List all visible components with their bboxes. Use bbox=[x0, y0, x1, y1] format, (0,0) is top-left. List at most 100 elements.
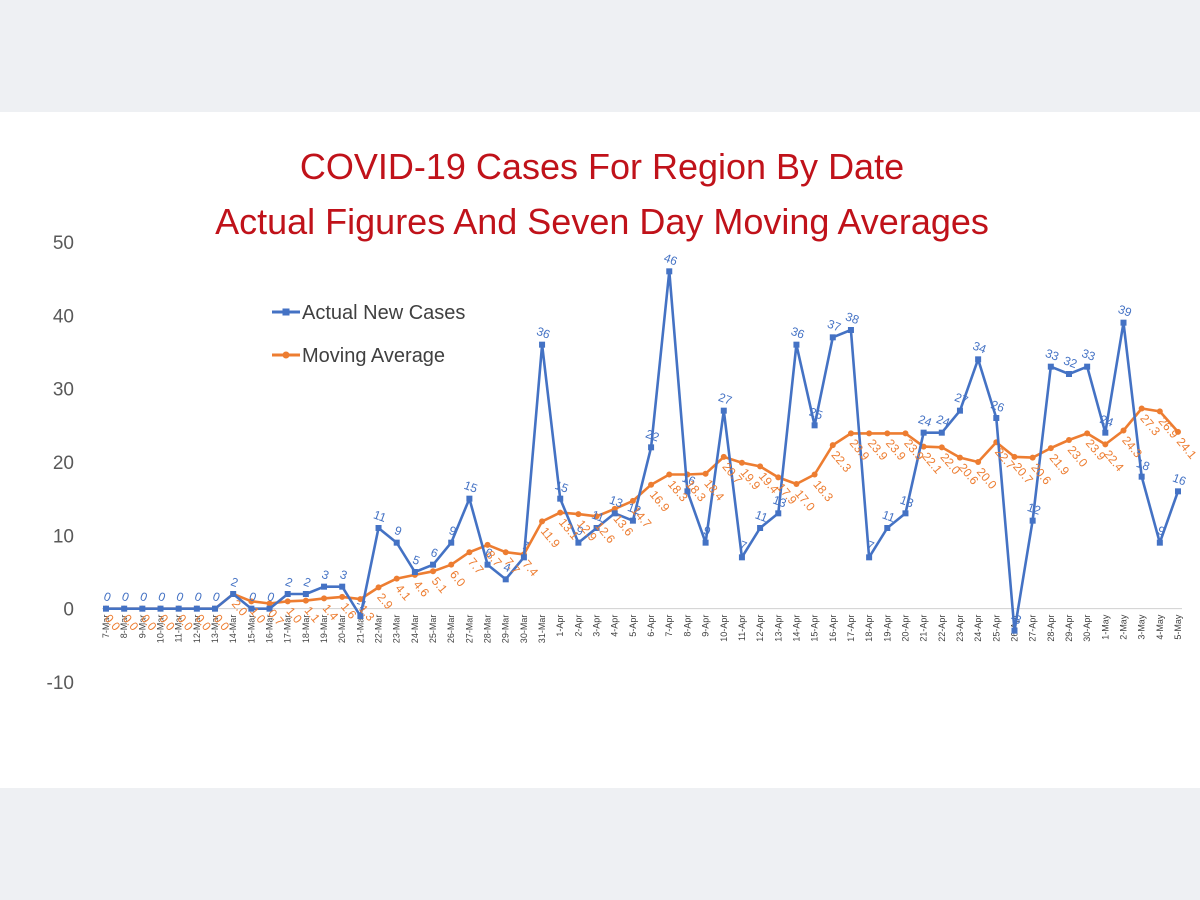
actual-cases-point[interactable] bbox=[702, 539, 709, 546]
actual-cases-point[interactable] bbox=[375, 525, 382, 531]
actual-cases-point[interactable] bbox=[1120, 319, 1127, 326]
actual-cases-point[interactable] bbox=[920, 429, 927, 436]
moving-average-point[interactable] bbox=[1138, 405, 1145, 412]
moving-average-point[interactable] bbox=[847, 430, 854, 437]
moving-average-point[interactable] bbox=[284, 598, 291, 605]
actual-cases-point[interactable] bbox=[357, 613, 364, 619]
moving-average-point[interactable] bbox=[902, 430, 909, 437]
actual-cases-point[interactable] bbox=[212, 605, 219, 612]
actual-cases-point[interactable] bbox=[648, 444, 655, 451]
actual-cases-point[interactable] bbox=[975, 356, 982, 363]
actual-cases-point[interactable] bbox=[884, 525, 891, 531]
moving-average-point[interactable] bbox=[539, 518, 546, 525]
actual-cases-point[interactable] bbox=[1029, 517, 1036, 524]
actual-cases-point[interactable] bbox=[321, 583, 328, 590]
moving-average-point[interactable] bbox=[248, 598, 255, 605]
actual-cases-point[interactable] bbox=[938, 429, 945, 436]
moving-average-point[interactable] bbox=[702, 470, 709, 477]
moving-average-point[interactable] bbox=[448, 561, 455, 568]
moving-average-point[interactable] bbox=[648, 481, 655, 488]
actual-cases-point[interactable] bbox=[502, 576, 509, 583]
actual-cases-point[interactable] bbox=[1011, 627, 1018, 634]
actual-cases-point[interactable] bbox=[575, 539, 582, 546]
actual-cases-point[interactable] bbox=[266, 605, 273, 612]
actual-cases-point[interactable] bbox=[411, 569, 418, 575]
actual-cases-point[interactable] bbox=[593, 525, 600, 531]
legend-item-moving-average[interactable]: Moving Average bbox=[272, 345, 445, 367]
moving-average-point[interactable] bbox=[1084, 430, 1091, 437]
actual-cases-point[interactable] bbox=[539, 341, 546, 348]
actual-cases-point[interactable] bbox=[393, 539, 400, 546]
actual-cases-point[interactable] bbox=[684, 488, 691, 495]
moving-average-point[interactable] bbox=[502, 549, 509, 556]
legend-item-actual[interactable]: Actual New Cases bbox=[272, 302, 465, 324]
actual-cases-point[interactable] bbox=[611, 510, 618, 517]
moving-average-point[interactable] bbox=[956, 454, 963, 461]
actual-cases-point[interactable] bbox=[811, 422, 818, 429]
actual-cases-point[interactable] bbox=[1084, 363, 1091, 370]
actual-cases-point[interactable] bbox=[157, 605, 164, 612]
moving-average-point[interactable] bbox=[1156, 408, 1163, 415]
moving-average-point[interactable] bbox=[593, 513, 600, 520]
moving-average-point[interactable] bbox=[484, 541, 491, 548]
actual-cases-point[interactable] bbox=[1102, 429, 1109, 436]
moving-average-point[interactable] bbox=[866, 430, 873, 437]
actual-cases-point[interactable] bbox=[847, 327, 854, 333]
moving-average-point[interactable] bbox=[1102, 441, 1109, 448]
moving-average-point[interactable] bbox=[1047, 445, 1054, 452]
moving-average-point[interactable] bbox=[793, 481, 800, 487]
moving-average-point[interactable] bbox=[666, 471, 673, 478]
moving-average-point[interactable] bbox=[321, 595, 328, 602]
actual-cases-point[interactable] bbox=[956, 407, 963, 414]
moving-average-point[interactable] bbox=[738, 459, 745, 466]
moving-average-point[interactable] bbox=[1011, 453, 1018, 460]
actual-cases-point[interactable] bbox=[520, 554, 527, 561]
actual-cases-point[interactable] bbox=[775, 510, 782, 517]
actual-cases-point[interactable] bbox=[448, 539, 455, 546]
actual-cases-point[interactable] bbox=[302, 591, 309, 597]
moving-average-point[interactable] bbox=[266, 600, 273, 607]
actual-cases-point[interactable] bbox=[339, 583, 346, 590]
actual-cases-point[interactable] bbox=[793, 341, 800, 348]
actual-cases-point[interactable] bbox=[757, 525, 764, 531]
moving-average-point[interactable] bbox=[1065, 437, 1072, 443]
actual-cases-point[interactable] bbox=[1175, 488, 1181, 495]
actual-cases-point[interactable] bbox=[230, 591, 237, 597]
moving-average-point[interactable] bbox=[557, 509, 564, 516]
actual-cases-point[interactable] bbox=[1047, 363, 1054, 370]
actual-cases-point[interactable] bbox=[629, 517, 636, 524]
actual-cases-point[interactable] bbox=[902, 510, 909, 517]
moving-average-point[interactable] bbox=[339, 593, 346, 600]
moving-average-point[interactable] bbox=[1175, 428, 1181, 435]
actual-cases-point[interactable] bbox=[1138, 473, 1145, 480]
moving-average-point[interactable] bbox=[575, 511, 582, 518]
moving-average-point[interactable] bbox=[629, 497, 636, 504]
moving-average-point[interactable] bbox=[811, 471, 818, 478]
actual-cases-point[interactable] bbox=[484, 561, 491, 568]
actual-cases-point[interactable] bbox=[103, 605, 109, 612]
actual-cases-point[interactable] bbox=[1065, 371, 1072, 377]
moving-average-point[interactable] bbox=[720, 453, 727, 460]
moving-average-point[interactable] bbox=[357, 596, 364, 603]
moving-average-point[interactable] bbox=[393, 575, 400, 582]
actual-cases-point[interactable] bbox=[666, 268, 673, 275]
actual-cases-point[interactable] bbox=[829, 334, 836, 341]
actual-cases-point[interactable] bbox=[193, 605, 200, 612]
actual-cases-point[interactable] bbox=[866, 554, 873, 561]
actual-cases-point[interactable] bbox=[139, 605, 146, 612]
actual-cases-point[interactable] bbox=[248, 605, 255, 612]
moving-average-point[interactable] bbox=[884, 430, 891, 437]
moving-average-point[interactable] bbox=[829, 442, 836, 449]
actual-cases-point[interactable] bbox=[1156, 539, 1163, 546]
moving-average-point[interactable] bbox=[1029, 454, 1036, 461]
moving-average-point[interactable] bbox=[302, 597, 309, 604]
moving-average-point[interactable] bbox=[757, 463, 764, 470]
actual-cases-point[interactable] bbox=[175, 605, 182, 612]
moving-average-point[interactable] bbox=[975, 459, 982, 465]
actual-cases-point[interactable] bbox=[284, 591, 291, 597]
actual-cases-point[interactable] bbox=[557, 495, 564, 502]
actual-cases-point[interactable] bbox=[466, 495, 473, 502]
actual-cases-point[interactable] bbox=[720, 407, 727, 414]
actual-cases-point[interactable] bbox=[738, 554, 745, 561]
actual-cases-point[interactable] bbox=[121, 605, 128, 612]
